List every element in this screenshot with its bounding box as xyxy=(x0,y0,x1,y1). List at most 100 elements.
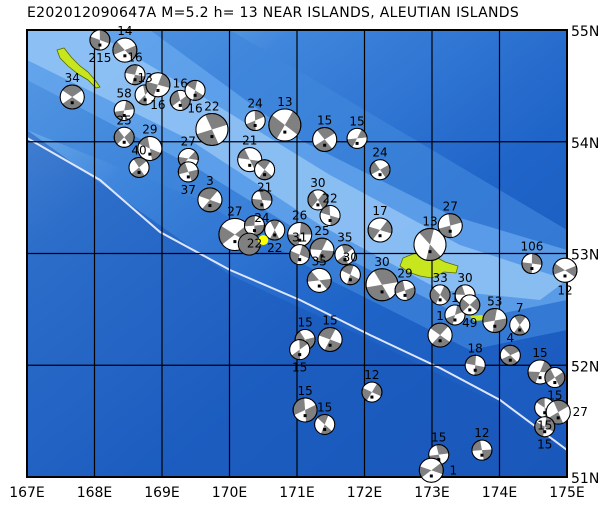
focal-mechanism-beachball[interactable] xyxy=(289,244,311,266)
depth-label: 15 xyxy=(537,419,552,433)
depth-label: 27 xyxy=(227,205,242,219)
focal-mechanism-beachball[interactable] xyxy=(314,413,336,435)
depth-label: 15 xyxy=(532,346,547,360)
focal-mechanism-beachball[interactable] xyxy=(264,219,286,241)
focal-mechanism-beachball[interactable] xyxy=(334,244,356,266)
focal-mechanism-beachball[interactable] xyxy=(361,381,383,403)
lat-tick-label: 51N xyxy=(571,471,599,487)
lat-tick-label: 53N xyxy=(571,248,599,264)
focal-mechanism-beachball[interactable] xyxy=(319,205,341,227)
depth-label: 21 xyxy=(257,181,272,195)
depth-label: 12 xyxy=(364,368,379,382)
focal-mechanism-beachball[interactable] xyxy=(195,112,229,146)
depth-label: 15 xyxy=(297,384,312,398)
focal-mechanism-beachball[interactable] xyxy=(545,399,571,425)
map-title: E202012090647A M=5.2 h= 13 NEAR ISLANDS,… xyxy=(27,5,520,21)
depth-label: 15 xyxy=(317,114,332,128)
lon-tick-label: 173E xyxy=(414,485,450,501)
depth-label: 24 xyxy=(248,97,263,111)
focal-mechanism-beachball[interactable] xyxy=(268,108,302,142)
focal-mechanism-beachball[interactable] xyxy=(471,439,493,461)
focal-mechanism-beachball[interactable] xyxy=(197,187,223,213)
focal-mechanism-beachball[interactable] xyxy=(418,457,444,483)
depth-label: 27 xyxy=(181,135,196,149)
focal-mechanism-beachball[interactable] xyxy=(112,37,138,63)
lon-tick-label: 167E xyxy=(9,485,45,501)
depth-label: 16 xyxy=(127,51,142,65)
focal-mechanism-beachball[interactable] xyxy=(289,339,311,361)
bering-island xyxy=(56,47,101,89)
depth-label: 35 xyxy=(337,231,352,245)
focal-mechanism-beachball[interactable] xyxy=(499,344,521,366)
depth-label: 34 xyxy=(65,71,80,85)
depth-label: 18 xyxy=(468,341,483,355)
focal-mechanism-beachball[interactable] xyxy=(145,72,171,98)
depth-label: 21 xyxy=(242,134,257,148)
depth-label: 16 xyxy=(173,76,188,90)
depth-label: 22 xyxy=(267,241,282,255)
focal-mechanism-beachball[interactable] xyxy=(128,156,150,178)
focal-mechanism-beachball[interactable] xyxy=(317,327,343,353)
depth-label: 14 xyxy=(117,24,132,38)
depth-label: 27 xyxy=(573,405,588,419)
depth-label: 106 xyxy=(520,240,543,254)
depth-label: 15 xyxy=(297,316,312,330)
depth-label: 17 xyxy=(372,204,387,218)
focal-mechanism-beachball[interactable] xyxy=(413,228,447,262)
depth-label: 22 xyxy=(322,192,337,206)
focal-mechanism-beachball[interactable] xyxy=(534,416,556,438)
focal-mechanism-beachball[interactable] xyxy=(59,84,85,110)
focal-mechanism-beachball[interactable] xyxy=(307,189,329,211)
focal-mechanism-beachball[interactable] xyxy=(429,284,451,306)
focal-mechanism-beachball[interactable] xyxy=(544,367,566,389)
focal-mechanism-beachball[interactable] xyxy=(113,99,135,121)
depth-label: 1 xyxy=(450,463,458,477)
focal-mechanism-beachball[interactable] xyxy=(509,314,531,336)
focal-mechanism-beachball[interactable] xyxy=(339,264,361,286)
focal-mechanism-beachball[interactable] xyxy=(89,29,111,51)
depth-label: 24 xyxy=(372,146,387,160)
focal-mechanism-beachball[interactable] xyxy=(369,159,391,181)
focal-mechanism-beachball[interactable] xyxy=(244,110,266,132)
depth-label: 15 xyxy=(547,389,562,403)
focal-mechanism-beachball[interactable] xyxy=(394,279,416,301)
focal-mechanism-beachball[interactable] xyxy=(251,189,273,211)
depth-label: 215 xyxy=(88,51,111,65)
lon-tick-label: 172E xyxy=(347,485,383,501)
depth-label: 26 xyxy=(292,209,307,223)
focal-mechanism-beachball[interactable] xyxy=(464,354,486,376)
lon-tick-label: 170E xyxy=(212,485,248,501)
focal-mechanism-beachball[interactable] xyxy=(177,161,199,183)
focal-mechanism-beachball[interactable] xyxy=(309,237,335,263)
focal-mechanism-beachball[interactable] xyxy=(437,213,463,239)
focal-mechanism-beachball[interactable] xyxy=(184,79,206,101)
focal-mechanism-beachball[interactable] xyxy=(367,217,393,243)
lon-tick-label: 175E xyxy=(549,485,585,501)
depth-label: 13 xyxy=(422,215,437,229)
depth-label: 15 xyxy=(317,400,332,414)
focal-mechanism-beachball[interactable] xyxy=(346,127,368,149)
focal-mechanism-beachball[interactable] xyxy=(124,64,146,86)
depth-label: 30 xyxy=(343,251,358,265)
depth-label: 16 xyxy=(150,98,165,112)
focal-mechanism-beachball[interactable] xyxy=(365,268,399,302)
target-event[interactable] xyxy=(237,232,269,256)
focal-mechanism-beachball[interactable] xyxy=(459,294,481,316)
focal-mechanism-beachball[interactable] xyxy=(427,322,453,348)
focal-mechanism-beachball[interactable] xyxy=(292,397,318,423)
depth-label: 30 xyxy=(310,176,325,190)
focal-mechanism-beachball[interactable] xyxy=(552,257,578,283)
depth-label: 22 xyxy=(204,99,219,113)
focal-mechanism-beachball[interactable] xyxy=(113,126,135,148)
focal-mechanism-beachball[interactable] xyxy=(312,127,338,153)
depth-label: 1 xyxy=(436,309,444,323)
focal-mechanism-beachball[interactable] xyxy=(306,267,332,293)
depth-label: 37 xyxy=(181,183,196,197)
focal-mechanism-beachball[interactable] xyxy=(521,253,543,275)
depth-label: 15 xyxy=(537,438,552,452)
focal-mechanism-beachball[interactable] xyxy=(444,304,466,326)
focal-mechanism-beachball[interactable] xyxy=(137,135,163,161)
focal-mechanism-beachball[interactable] xyxy=(482,308,508,334)
axis-labels: 167E 168E 169E 170E 171E 172E 173E 174E 175E 55N 5… xyxy=(9,24,599,501)
focal-mechanism-beachball[interactable] xyxy=(254,159,276,181)
